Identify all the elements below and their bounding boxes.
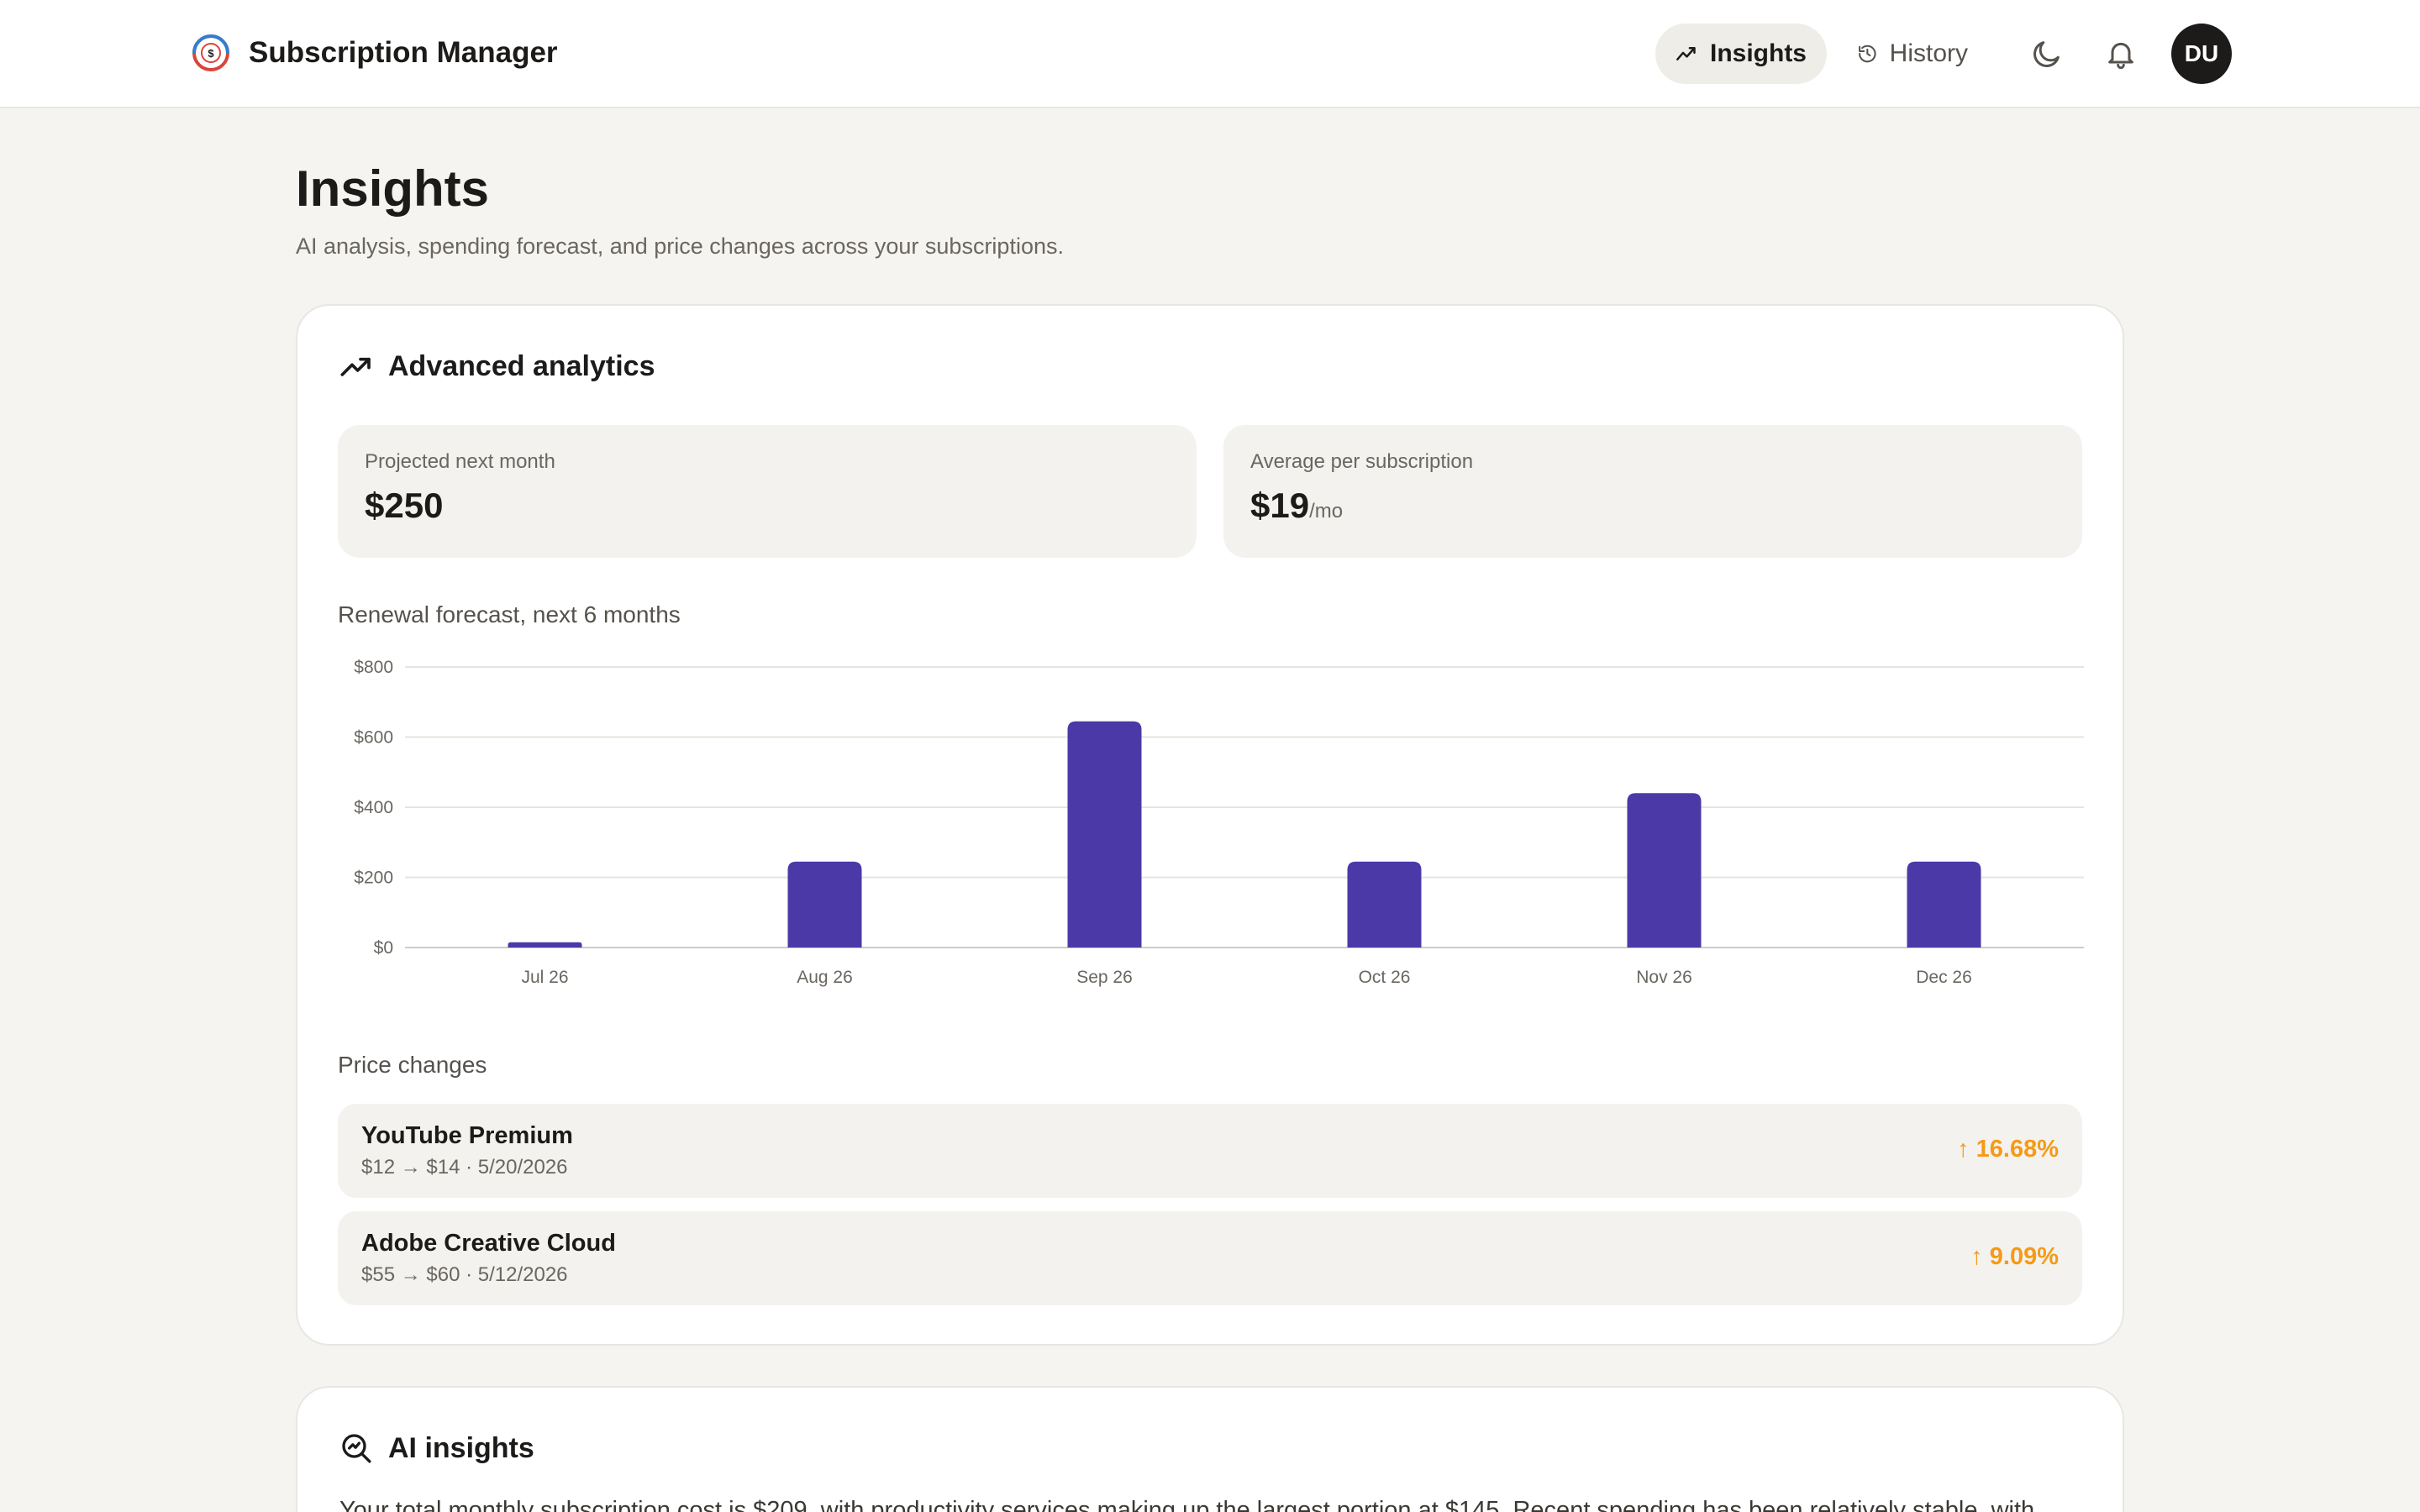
- price-change-name: Adobe Creative Cloud: [361, 1230, 616, 1257]
- bar-dec-26[interactable]: [1907, 861, 1981, 948]
- trend-icon: [1676, 47, 1696, 60]
- y-tick-label: $0: [374, 938, 393, 958]
- advanced-analytics-card: Advanced analytics Projected next month …: [296, 304, 2124, 1346]
- stat-average-per-subscription: Average per subscription $19/mo: [1223, 425, 2082, 558]
- page-subtitle: AI analysis, spending forecast, and pric…: [296, 234, 1064, 259]
- x-tick-label: Aug 26: [797, 968, 853, 987]
- price-change-percent: ↑ 16.68%: [1957, 1136, 2059, 1163]
- ai-insights-card: AI insights Your total monthly subscript…: [296, 1386, 2124, 1512]
- moon-icon[interactable]: [2030, 37, 2064, 71]
- magnify-chart-icon: [342, 1434, 371, 1463]
- chart-svg: $0 $200 $400 $600 $800 Jul 26 Aug 26 Sep 26 Oct …: [354, 658, 2084, 987]
- price-change-detail: $12 → $14 · 5/20/2026: [361, 1156, 568, 1179]
- svg-text:$: $: [208, 47, 214, 60]
- price-change-detail: $55 → $60 · 5/12/2026: [361, 1263, 568, 1286]
- y-tick-label: $600: [354, 728, 393, 748]
- stat-label: Projected next month: [365, 450, 555, 473]
- bell-icon[interactable]: [2104, 37, 2138, 71]
- page-title: Insights: [296, 160, 490, 217]
- stat-label: Average per subscription: [1250, 450, 1474, 473]
- history-icon: [1859, 45, 1876, 63]
- x-tick-label: Oct 26: [1359, 968, 1411, 987]
- x-tick-label: Nov 26: [1636, 968, 1692, 987]
- nav-history-label: History: [1889, 39, 1968, 67]
- ai-insights-header: AI insights: [339, 1431, 534, 1465]
- trend-up-icon: [340, 357, 371, 376]
- ai-insights-title: AI insights: [388, 1431, 534, 1464]
- avatar[interactable]: DU: [2171, 24, 2232, 84]
- price-change-percent: ↑ 9.09%: [1970, 1243, 2059, 1270]
- price-change-name: YouTube Premium: [361, 1122, 573, 1149]
- y-tick-label: $400: [354, 798, 393, 817]
- top-navigation-bar: $ Subscription Manager Insights History …: [0, 0, 2420, 108]
- price-changes-label: Price changes: [338, 1052, 487, 1078]
- renewal-forecast-chart: $0 $200 $400 $600 $800 Jul 26 Aug 26 Sep 26 Oct …: [338, 658, 2086, 1020]
- app-name: Subscription Manager: [249, 36, 558, 69]
- advanced-analytics-title: Advanced analytics: [388, 349, 655, 382]
- bar-sep-26[interactable]: [1067, 721, 1142, 948]
- price-change-row[interactable]: YouTube Premium $12 → $14 · 5/20/2026 ↑ …: [338, 1104, 2082, 1198]
- logo-icon: $: [192, 34, 229, 71]
- brand[interactable]: $ Subscription Manager: [190, 32, 558, 74]
- y-tick-label: $200: [354, 869, 393, 888]
- bar-jul-26[interactable]: [508, 942, 582, 948]
- nav-history[interactable]: History: [1837, 24, 1988, 84]
- bar-aug-26[interactable]: [787, 861, 862, 948]
- x-tick-label: Dec 26: [1916, 968, 1972, 987]
- stat-value: $250: [365, 486, 444, 525]
- bar-nov-26[interactable]: [1627, 793, 1702, 948]
- bar-oct-26[interactable]: [1347, 861, 1422, 948]
- stat-unit: /mo: [1309, 500, 1344, 522]
- ai-insights-text: Your total monthly subscription cost is …: [339, 1497, 2035, 1512]
- price-change-row[interactable]: Adobe Creative Cloud $55 → $60 · 5/12/20…: [338, 1211, 2082, 1305]
- stat-value: $19/mo: [1250, 486, 1344, 525]
- y-tick-label: $800: [354, 658, 393, 677]
- nav-insights[interactable]: Insights: [1655, 24, 1827, 84]
- advanced-analytics-header: Advanced analytics: [339, 349, 655, 383]
- stat-projected-next-month: Projected next month $250: [338, 425, 1197, 558]
- nav-insights-label: Insights: [1709, 39, 1807, 67]
- x-tick-label: Sep 26: [1076, 968, 1133, 987]
- forecast-label: Renewal forecast, next 6 months: [338, 601, 681, 627]
- x-tick-label: Jul 26: [521, 968, 568, 987]
